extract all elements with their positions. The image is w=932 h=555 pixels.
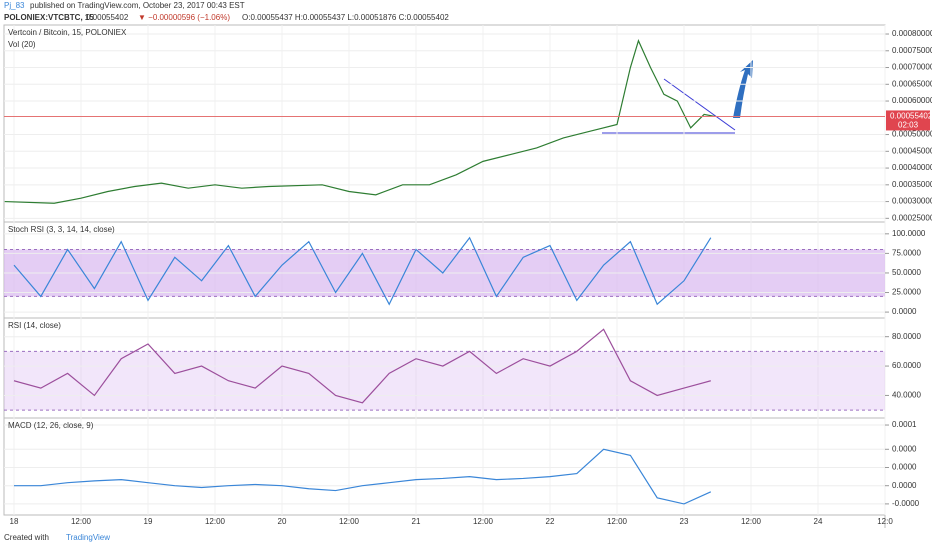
x-tick-label: 19 bbox=[144, 517, 153, 526]
ohlc: O:0.00055437 H:0.00055437 L:0.00051876 C… bbox=[242, 13, 449, 22]
band bbox=[4, 351, 885, 411]
x-tick-label: 24 bbox=[814, 517, 823, 526]
y-tick-label: 0.00065000 bbox=[892, 79, 932, 88]
y-tick-label: 0.0000 bbox=[892, 444, 917, 453]
countdown: 02:03 bbox=[898, 121, 919, 130]
trendline bbox=[663, 78, 736, 131]
series-line bbox=[4, 39, 715, 204]
y-tick-label: 50.0000 bbox=[892, 268, 921, 277]
change: ▼ −0.00000596 (−1.06%) bbox=[138, 13, 230, 22]
series-line bbox=[13, 328, 711, 404]
x-tick-label: 12:00 bbox=[473, 517, 494, 526]
y-tick-label: 0.0000 bbox=[892, 481, 917, 490]
y-tick-label: 80.0000 bbox=[892, 332, 921, 341]
y-tick-label: 0.00060000 bbox=[892, 96, 932, 105]
brand[interactable]: TradingView bbox=[66, 533, 110, 542]
y-tick-label: 0.00050000 bbox=[892, 130, 932, 139]
x-tick-label: 18 bbox=[10, 517, 19, 526]
x-tick-label: 12:00 bbox=[339, 517, 360, 526]
author[interactable]: Pj_83 bbox=[4, 1, 25, 10]
x-tick-label: 23 bbox=[680, 517, 689, 526]
pane-title: RSI (14, close) bbox=[8, 321, 61, 330]
pane-title: Stoch RSI (3, 3, 14, 14, close) bbox=[8, 225, 115, 234]
y-tick-label: 0.00075000 bbox=[892, 46, 932, 55]
y-tick-label: 25.0000 bbox=[892, 288, 921, 297]
y-tick-label: 0.00080000 bbox=[892, 29, 932, 38]
last: 0.00055402 bbox=[86, 13, 129, 22]
y-tick-label: 100.0000 bbox=[892, 229, 926, 238]
x-tick-label: 12:00 bbox=[71, 517, 92, 526]
series-line bbox=[14, 448, 712, 505]
y-tick-label: 75.0000 bbox=[892, 249, 921, 258]
published: published on TradingView.com, October 23… bbox=[30, 1, 245, 10]
last-price-box bbox=[886, 110, 930, 131]
x-tick-label: 21 bbox=[412, 517, 421, 526]
y-tick-label: 40.0000 bbox=[892, 391, 921, 400]
pane-subtitle: Vol (20) bbox=[8, 40, 36, 49]
arrow bbox=[733, 60, 753, 118]
y-tick-label: 0.00030000 bbox=[892, 197, 932, 206]
x-tick-label: 12:00 bbox=[607, 517, 628, 526]
series-line bbox=[13, 236, 712, 306]
y-tick-label: 0.00035000 bbox=[892, 180, 932, 189]
created: Created with bbox=[4, 533, 49, 542]
y-tick-label: 0.0000 bbox=[892, 463, 917, 472]
x-tick-label: 12:0 bbox=[877, 517, 893, 526]
y-tick-label: 0.0001 bbox=[892, 420, 917, 429]
y-tick-label: 60.0000 bbox=[892, 361, 921, 370]
x-tick-label: 12:00 bbox=[205, 517, 226, 526]
x-tick-label: 22 bbox=[546, 517, 555, 526]
y-tick-label: 0.0000 bbox=[892, 307, 917, 316]
symbol: POLONIEX:VTCBTC, 15 bbox=[4, 13, 94, 22]
y-tick-label: 0.00040000 bbox=[892, 163, 932, 172]
y-tick-label: 0.00070000 bbox=[892, 63, 932, 72]
y-tick-label: 0.00025000 bbox=[892, 213, 932, 222]
pane-title: MACD (12, 26, close, 9) bbox=[8, 421, 94, 430]
pane-title: Vertcoin / Bitcoin, 15, POLONIEX bbox=[8, 28, 127, 37]
last-price-label: 0.00055402 bbox=[890, 112, 932, 121]
x-tick-label: 20 bbox=[278, 517, 287, 526]
x-tick-label: 12:00 bbox=[741, 517, 762, 526]
y-tick-label: -0.0000 bbox=[892, 499, 920, 508]
y-tick-label: 0.00045000 bbox=[892, 146, 932, 155]
